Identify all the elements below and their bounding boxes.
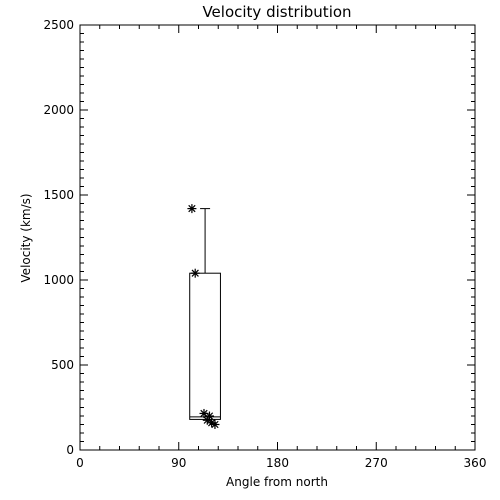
data-points <box>187 204 220 429</box>
box-plot <box>189 208 221 420</box>
data-point <box>190 268 200 278</box>
y-tick-label: 1000 <box>43 273 74 287</box>
x-axis-label: Angle from north <box>226 475 328 489</box>
axes: 0 500 1000 1500 2000 2500 0 90 180 270 360 <box>43 18 486 470</box>
x-tick-label: 90 <box>171 456 186 470</box>
y-tick-label: 0 <box>66 443 74 457</box>
y-tick-label: 500 <box>51 358 74 372</box>
data-point <box>210 420 220 429</box>
data-point <box>187 204 197 214</box>
marker-stroke <box>191 269 199 277</box>
y-tick-label: 1500 <box>43 188 74 202</box>
marker-stroke <box>200 409 208 418</box>
y-tick-label: 2500 <box>43 18 74 32</box>
marker-stroke <box>188 204 196 213</box>
marker-stroke <box>211 420 219 429</box>
chart-title: Velocity distribution <box>202 3 351 21</box>
x-tick-label: 270 <box>365 456 388 470</box>
y-tick-label: 2000 <box>43 103 74 117</box>
x-tick-label: 360 <box>464 456 487 470</box>
y-axis-label: Velocity (km/s) <box>19 193 33 282</box>
x-tick-label: 180 <box>266 456 289 470</box>
x-tick-label: 0 <box>76 456 84 470</box>
marker-stroke <box>208 419 216 427</box>
marker-stroke <box>203 416 211 424</box>
